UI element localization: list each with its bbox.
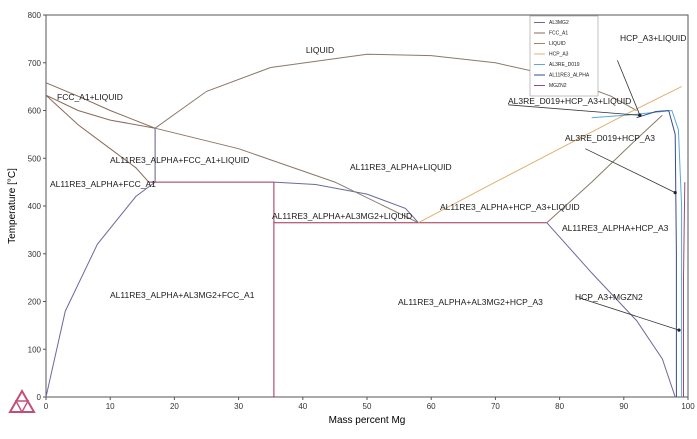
x-tick-label: 80 (555, 402, 564, 411)
region-label: FCC_A1+LIQUID (57, 92, 123, 102)
curve-pointer-d019-hcp-liq (508, 104, 640, 116)
y-tick-label: 800 (28, 11, 42, 20)
pointer-dot (638, 113, 642, 117)
curve-hcp-liquidus (418, 86, 682, 224)
y-tick-label: 200 (28, 298, 42, 307)
x-tick-label: 50 (363, 402, 372, 411)
y-tick-label: 0 (37, 393, 42, 402)
region-label: AL11RE3_ALPHA+AL3MG2+FCC_A1 (110, 290, 255, 300)
axes: 0 10 20 30 40 50 60 70 80 90 100 0 100 200 300 400 500 60… (7, 11, 695, 426)
region-label: AL11RE3_ALPHA+FCC_A1+LIQUID (110, 155, 249, 165)
x-tick-label: 90 (619, 402, 628, 411)
region-label: AL11RE3_ALPHA+HCP_A3+LIQUID (440, 202, 580, 212)
curve-pointer-hcp-mgzn2 (578, 297, 680, 331)
x-tick-label: 0 (44, 402, 49, 411)
legend-entry: HCP_A3 (549, 52, 569, 58)
legend-entry: LIQUID (549, 41, 566, 47)
legend-entry: MGZN2 (549, 83, 567, 89)
curve-d019-hcp-upper (591, 109, 683, 397)
region-label: AL3RE_D019+HCP_A3+LIQUID (508, 96, 631, 106)
y-tick-label: 300 (28, 250, 42, 259)
y-tick-label: 500 (28, 154, 42, 163)
x-tick-label: 70 (491, 402, 500, 411)
legend-entry: AL11RE3_ALPHA (549, 73, 590, 79)
x-tick-label: 40 (298, 402, 307, 411)
region-label: HCP_A3+MGZN2 (575, 292, 643, 302)
legend-entry: AL3MG2 (549, 20, 569, 26)
phase-region-labels: LIQUID FCC_A1+LIQUID AL11RE3_ALPHA+FCC_A1+… (50, 33, 686, 307)
region-label: AL11RE3_ALPHA+HCP_A3 (562, 223, 669, 233)
curve-pointer-d019-hcp (585, 148, 676, 193)
thermo-calc-logo (8, 388, 36, 414)
curve-liquid-fcc-left (45, 82, 156, 129)
region-label: LIQUID (306, 45, 334, 55)
region-label: AL11RE3_ALPHA+LIQUID (350, 162, 452, 172)
curve-pointer-hcp-liq (617, 60, 641, 116)
curve-alpha-left-boundary (45, 181, 156, 398)
y-tick-label: 100 (28, 345, 42, 354)
curve-mgzn2 (683, 182, 686, 397)
pointer-dot (673, 191, 677, 195)
legend-entry: FCC_A1 (549, 31, 568, 37)
curve-alpha-liq-lower (154, 127, 419, 224)
curve-al3mg2-dome (273, 181, 419, 224)
x-tick-label: 30 (234, 402, 243, 411)
x-axis-label: Mass percent Mg (329, 415, 406, 426)
legend-entry: AL3RE_D019 (549, 62, 580, 68)
y-tick-label: 400 (28, 202, 42, 211)
curve-fcc-solvus (45, 94, 150, 183)
curve-alpha-hcp-solvus (546, 222, 676, 398)
region-label: AL11RE3_ALPHA+AL3MG2+HCP_A3 (398, 297, 543, 307)
legend-box (529, 15, 599, 97)
region-label: HCP_A3+LIQUID (620, 33, 686, 43)
legend: AL3MG2 FCC_A1 LIQUID HCP_A3 AL3RE_D019 AL11RE… (529, 15, 599, 97)
x-tick-label: 20 (170, 402, 179, 411)
curve-alpha-hcp-liq (546, 114, 663, 224)
x-tick-label: 10 (106, 402, 115, 411)
y-axis-label: Temperature [°C] (7, 168, 18, 244)
x-tick-label: 60 (427, 402, 436, 411)
x-tick-label: 100 (681, 402, 695, 411)
curve-alpha-d019-hcp (636, 109, 677, 397)
curve-fcc-liquid-lower (45, 94, 156, 129)
y-tick-label: 600 (28, 107, 42, 116)
y-tick-label: 700 (28, 59, 42, 68)
region-label: AL11RE3_ALPHA+AL3MG2+LIQUID (272, 211, 412, 221)
region-label: AL11RE3_ALPHA+FCC_A1 (50, 179, 156, 189)
region-label: AL3RE_D019+HCP_A3 (565, 133, 655, 143)
pointer-dot (677, 328, 681, 332)
